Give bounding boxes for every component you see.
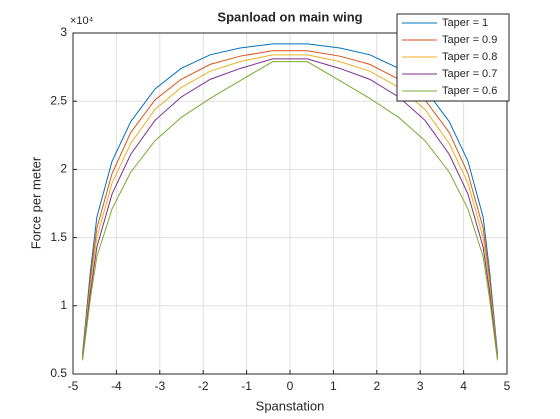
chart-title: Spanload on main wing — [217, 9, 362, 24]
x-tick-label: 1 — [330, 379, 337, 393]
x-tick-label: 5 — [504, 379, 511, 393]
y-tick-label: 3 — [60, 25, 67, 39]
y-axis-label: Force per meter — [28, 156, 43, 249]
legend-label: Taper = 0.8 — [442, 51, 497, 63]
legend-label: Taper = 0.9 — [442, 34, 497, 46]
y-tick-label: 1 — [60, 298, 67, 312]
series-line — [82, 58, 498, 360]
legend-label: Taper = 1 — [442, 17, 488, 29]
x-tick-label: 4 — [460, 379, 467, 393]
x-tick-label: -3 — [154, 379, 165, 393]
x-axis-label: Spanstation — [256, 398, 325, 413]
series-line — [82, 54, 498, 358]
series-line — [82, 61, 498, 361]
series-line — [82, 43, 498, 354]
x-tick-label: 2 — [373, 379, 380, 393]
legend-label: Taper = 0.6 — [442, 85, 497, 97]
y-tick-label: 2.5 — [50, 93, 67, 107]
x-tick-label: -1 — [241, 379, 252, 393]
x-tick-label: 0 — [287, 379, 294, 393]
y-tick-label: 2 — [60, 162, 67, 176]
series-line — [82, 50, 498, 357]
x-tick-label: -2 — [198, 379, 209, 393]
legend-label: Taper = 0.7 — [442, 68, 497, 80]
y-exponent: ×10⁴ — [70, 15, 94, 27]
plot-box — [72, 32, 508, 375]
x-tick-label: 3 — [417, 379, 424, 393]
y-tick-label: 1.5 — [50, 230, 67, 244]
x-tick-label: -5 — [68, 379, 79, 393]
x-tick-label: -4 — [111, 379, 122, 393]
y-tick-label: 0.5 — [50, 366, 67, 380]
